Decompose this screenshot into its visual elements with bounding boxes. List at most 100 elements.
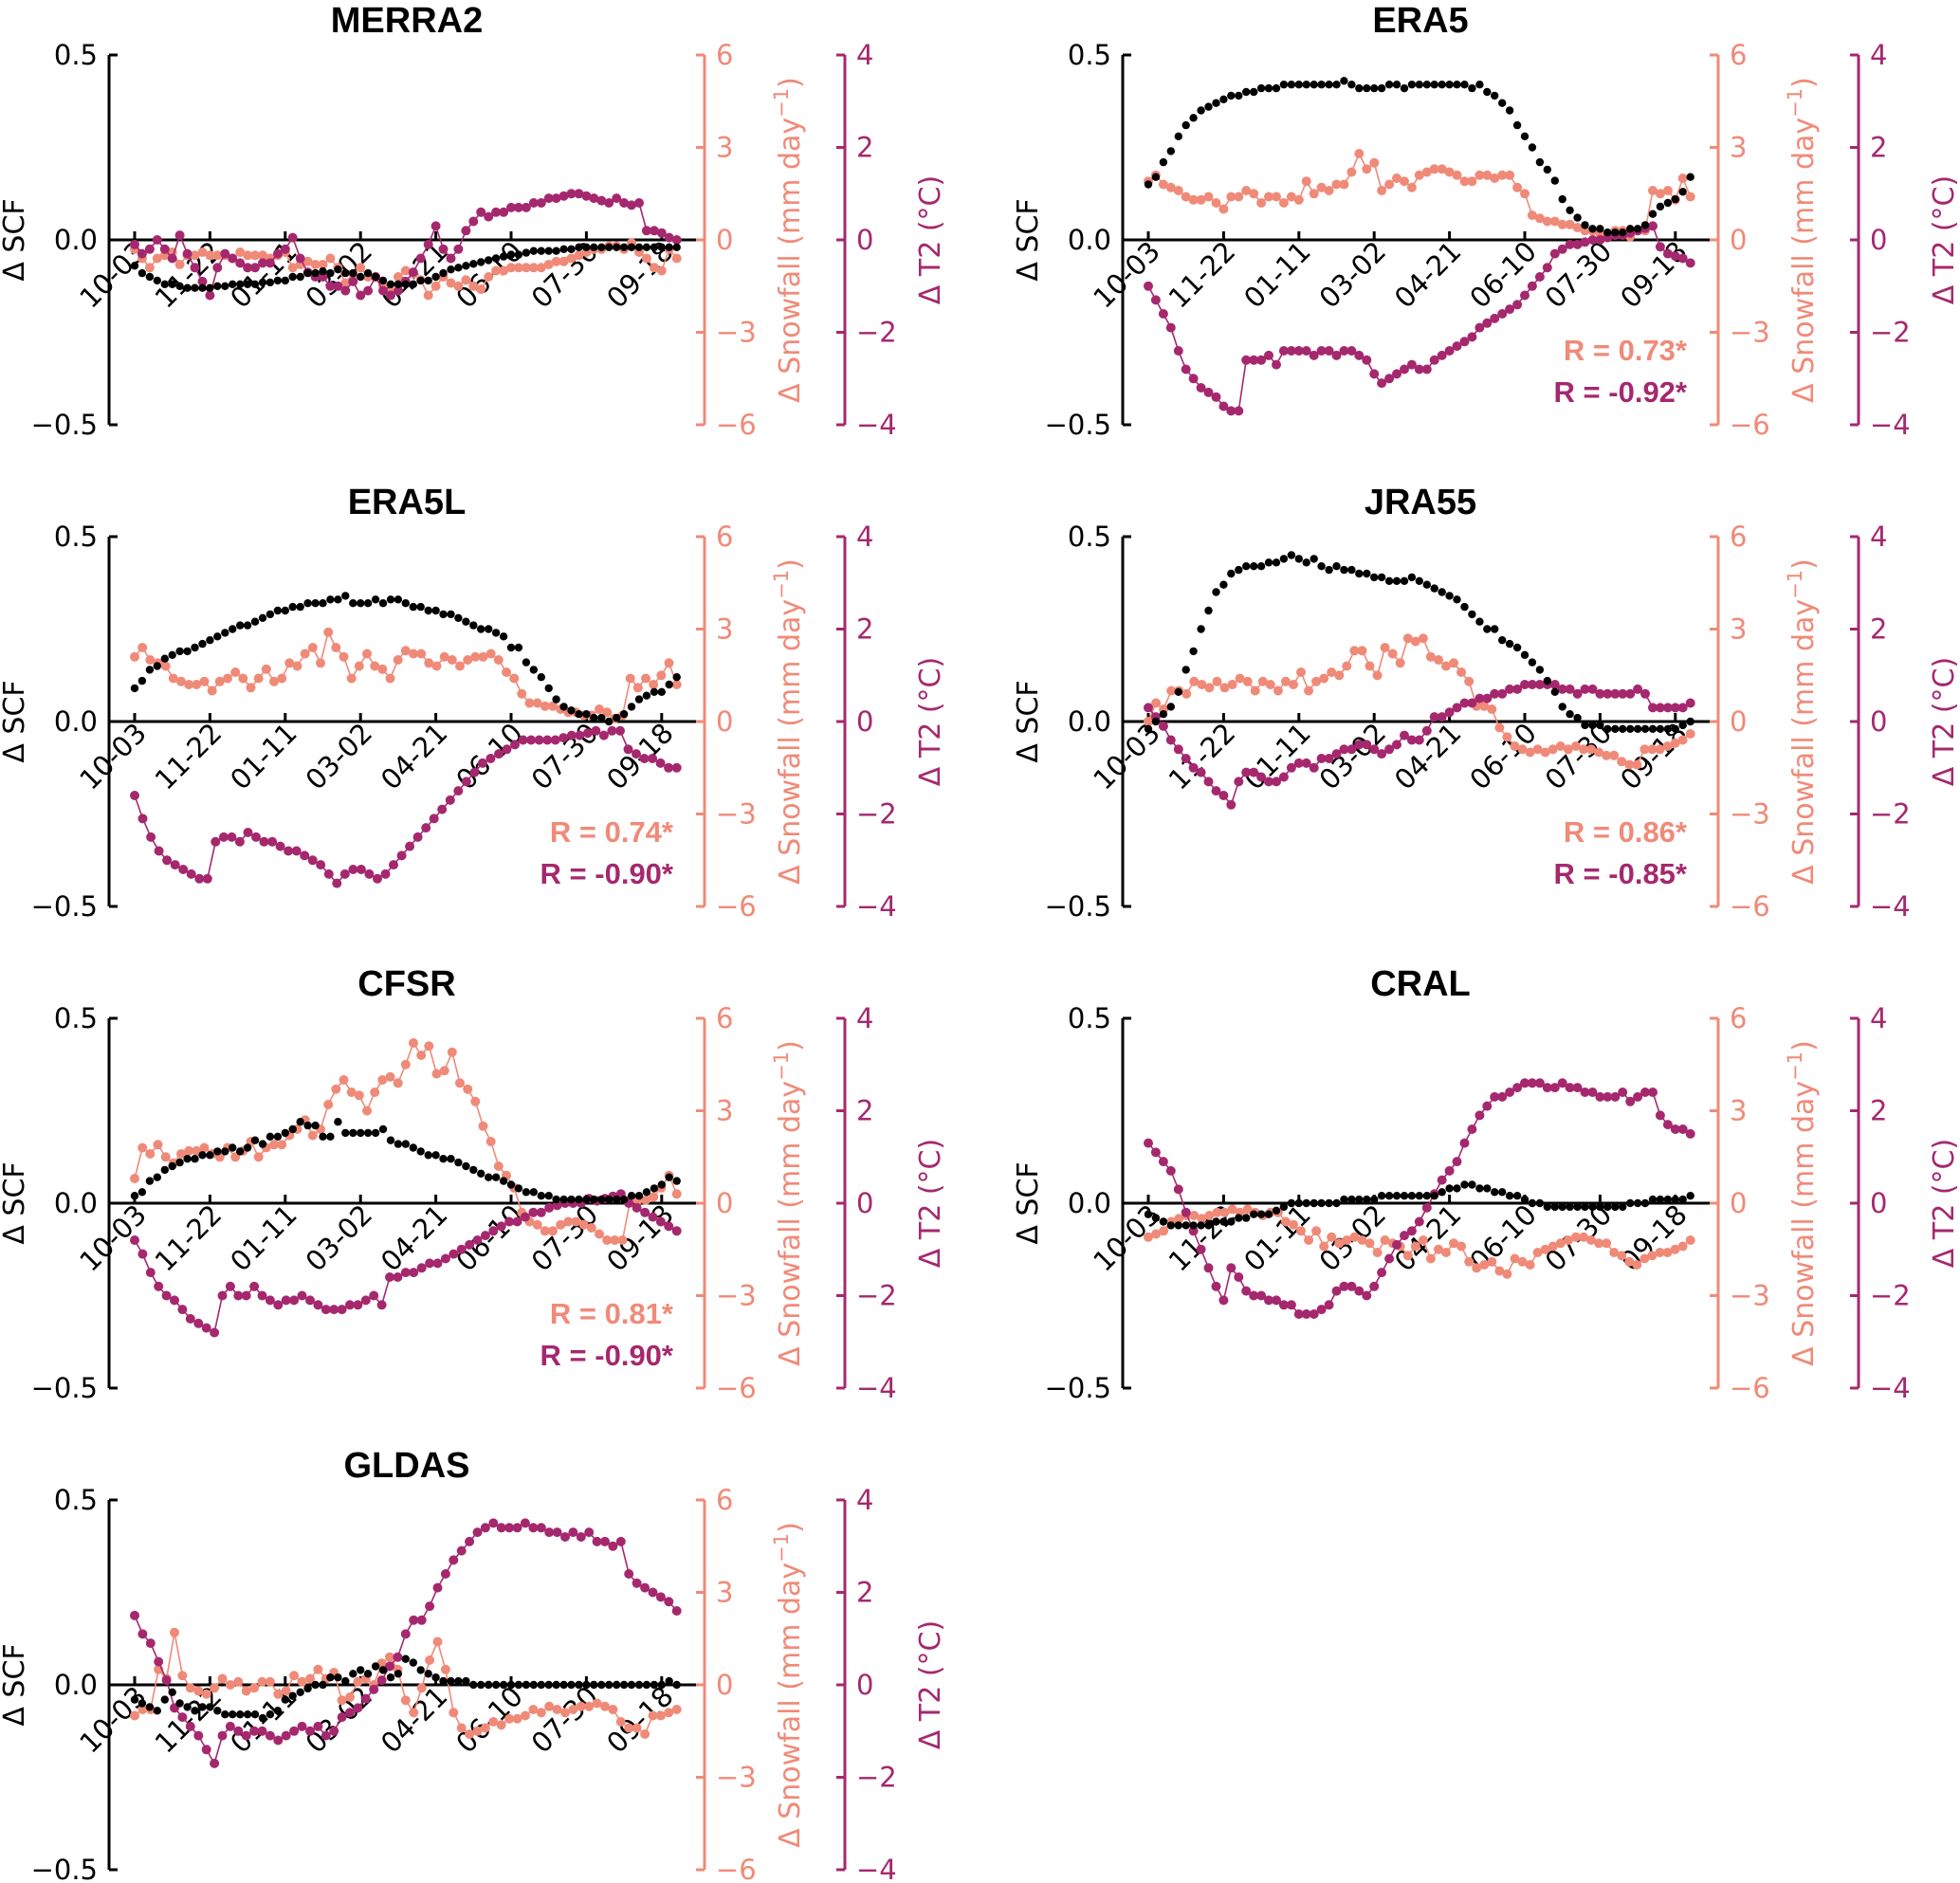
scf-point	[597, 1195, 606, 1204]
snowfall-point	[1311, 676, 1322, 686]
scf-point	[206, 636, 214, 645]
scf-point	[1430, 584, 1438, 593]
scf-point	[1272, 1206, 1281, 1216]
t2-point	[456, 1545, 467, 1556]
scf-point	[250, 1136, 260, 1144]
scf-point	[537, 247, 545, 255]
t2-point	[287, 232, 298, 243]
t2-point	[137, 1629, 148, 1639]
r-t2-label: R = -0.92*	[1554, 375, 1688, 409]
snowfall-point	[1617, 757, 1627, 767]
t2-point	[544, 1527, 555, 1538]
scf-point	[1671, 194, 1680, 204]
scf-point	[1498, 99, 1507, 107]
snowfall-axis-label-tail: )	[1787, 1040, 1821, 1051]
t2-point	[1655, 703, 1665, 713]
snowfall-point	[1444, 167, 1455, 177]
t2-point	[186, 868, 196, 879]
snowfall-axis-label-exp: −1	[770, 88, 793, 118]
scf-axis-label: Δ SCF	[0, 198, 31, 281]
scf-point	[1633, 225, 1642, 233]
t2-point	[1316, 1305, 1327, 1315]
snowfall-point	[506, 263, 516, 273]
t2-point	[1444, 1165, 1455, 1176]
scf-point	[567, 706, 576, 715]
snowfall-point	[1365, 661, 1375, 671]
t2-point	[664, 762, 674, 773]
scf-point	[1633, 724, 1642, 733]
scf-point	[642, 1188, 651, 1197]
scf-point	[326, 1132, 335, 1142]
t2-point	[1625, 1096, 1636, 1106]
snowfall-point	[1181, 688, 1192, 699]
t2-point	[159, 244, 170, 254]
scf-point	[1242, 562, 1251, 571]
t2-point	[130, 1235, 139, 1245]
t2-point	[581, 191, 592, 201]
t2-point	[551, 193, 561, 204]
t2-point	[521, 202, 531, 212]
scf-point	[258, 613, 267, 622]
snowfall-point	[551, 256, 561, 266]
snowfall-point	[184, 680, 194, 689]
snowfall-point	[641, 1195, 650, 1205]
t2-tick-label: −2	[1870, 1280, 1911, 1312]
scf-point	[1422, 580, 1432, 589]
t2-point	[1459, 337, 1470, 347]
t2-point	[468, 216, 479, 227]
t2-point	[502, 744, 512, 755]
snowfall-point	[205, 250, 215, 261]
scf-axis-label: Δ SCF	[0, 680, 31, 762]
t2-point	[1444, 346, 1455, 356]
scf-point	[1491, 91, 1499, 101]
scf-point	[401, 280, 410, 288]
t2-point	[1181, 754, 1191, 763]
snowfall-point	[1280, 1216, 1291, 1227]
scf-point	[1581, 721, 1589, 730]
snowfall-point	[455, 1078, 465, 1088]
scf-point	[559, 245, 568, 253]
scf-point	[613, 243, 621, 251]
snowfall-tick-label: −3	[1730, 1280, 1770, 1312]
snowfall-point	[528, 1705, 539, 1714]
t2-point	[337, 1305, 347, 1315]
scf-point	[296, 1688, 304, 1697]
scf-point	[1287, 81, 1296, 89]
snowfall-point	[1197, 1214, 1207, 1224]
snowfall-point	[1257, 676, 1268, 686]
snowfall-point	[424, 1041, 434, 1051]
scf-point	[221, 629, 229, 637]
scf-point	[1235, 1214, 1243, 1222]
t2-point	[1505, 684, 1515, 694]
t2-point	[1377, 749, 1387, 759]
snowfall-point	[1540, 1244, 1550, 1254]
scf-point	[250, 617, 260, 626]
t2-point	[465, 1536, 475, 1546]
t2-point	[1648, 703, 1658, 713]
snowfall-point	[292, 661, 302, 671]
snowfall-point	[1410, 636, 1420, 647]
t2-point	[1655, 242, 1665, 252]
snowfall-tick-label: −6	[716, 1854, 757, 1883]
t2-point	[201, 1323, 211, 1333]
snowfall-axis-label: Δ Snowfall (mm day−1)	[770, 558, 807, 885]
scf-series	[130, 1118, 681, 1204]
snowfall-point	[1204, 1211, 1215, 1220]
snowfall-point	[1510, 741, 1520, 751]
t2-point	[194, 873, 205, 884]
snowfall-point	[496, 1720, 506, 1730]
scf-point	[1520, 132, 1530, 140]
t2-point	[400, 1629, 411, 1639]
snowfall-tick-label: 6	[716, 39, 733, 71]
t2-point	[1150, 1147, 1161, 1158]
t2-point	[640, 1207, 650, 1217]
panel-era5l: ERA5L−0.50.00.5Δ SCF 10-0311-2201-1103-02…	[0, 483, 947, 923]
snowfall-point	[641, 253, 651, 264]
scf-point	[250, 1710, 260, 1719]
t2-point	[1301, 1309, 1311, 1319]
scf-point	[485, 625, 493, 633]
panel-cral: CRAL−0.50.00.5Δ SCF 10-0311-2201-1103-020…	[1012, 964, 1960, 1404]
snowfall-point	[269, 1140, 279, 1150]
snowfall-point	[250, 250, 260, 261]
scf-point	[454, 613, 463, 622]
